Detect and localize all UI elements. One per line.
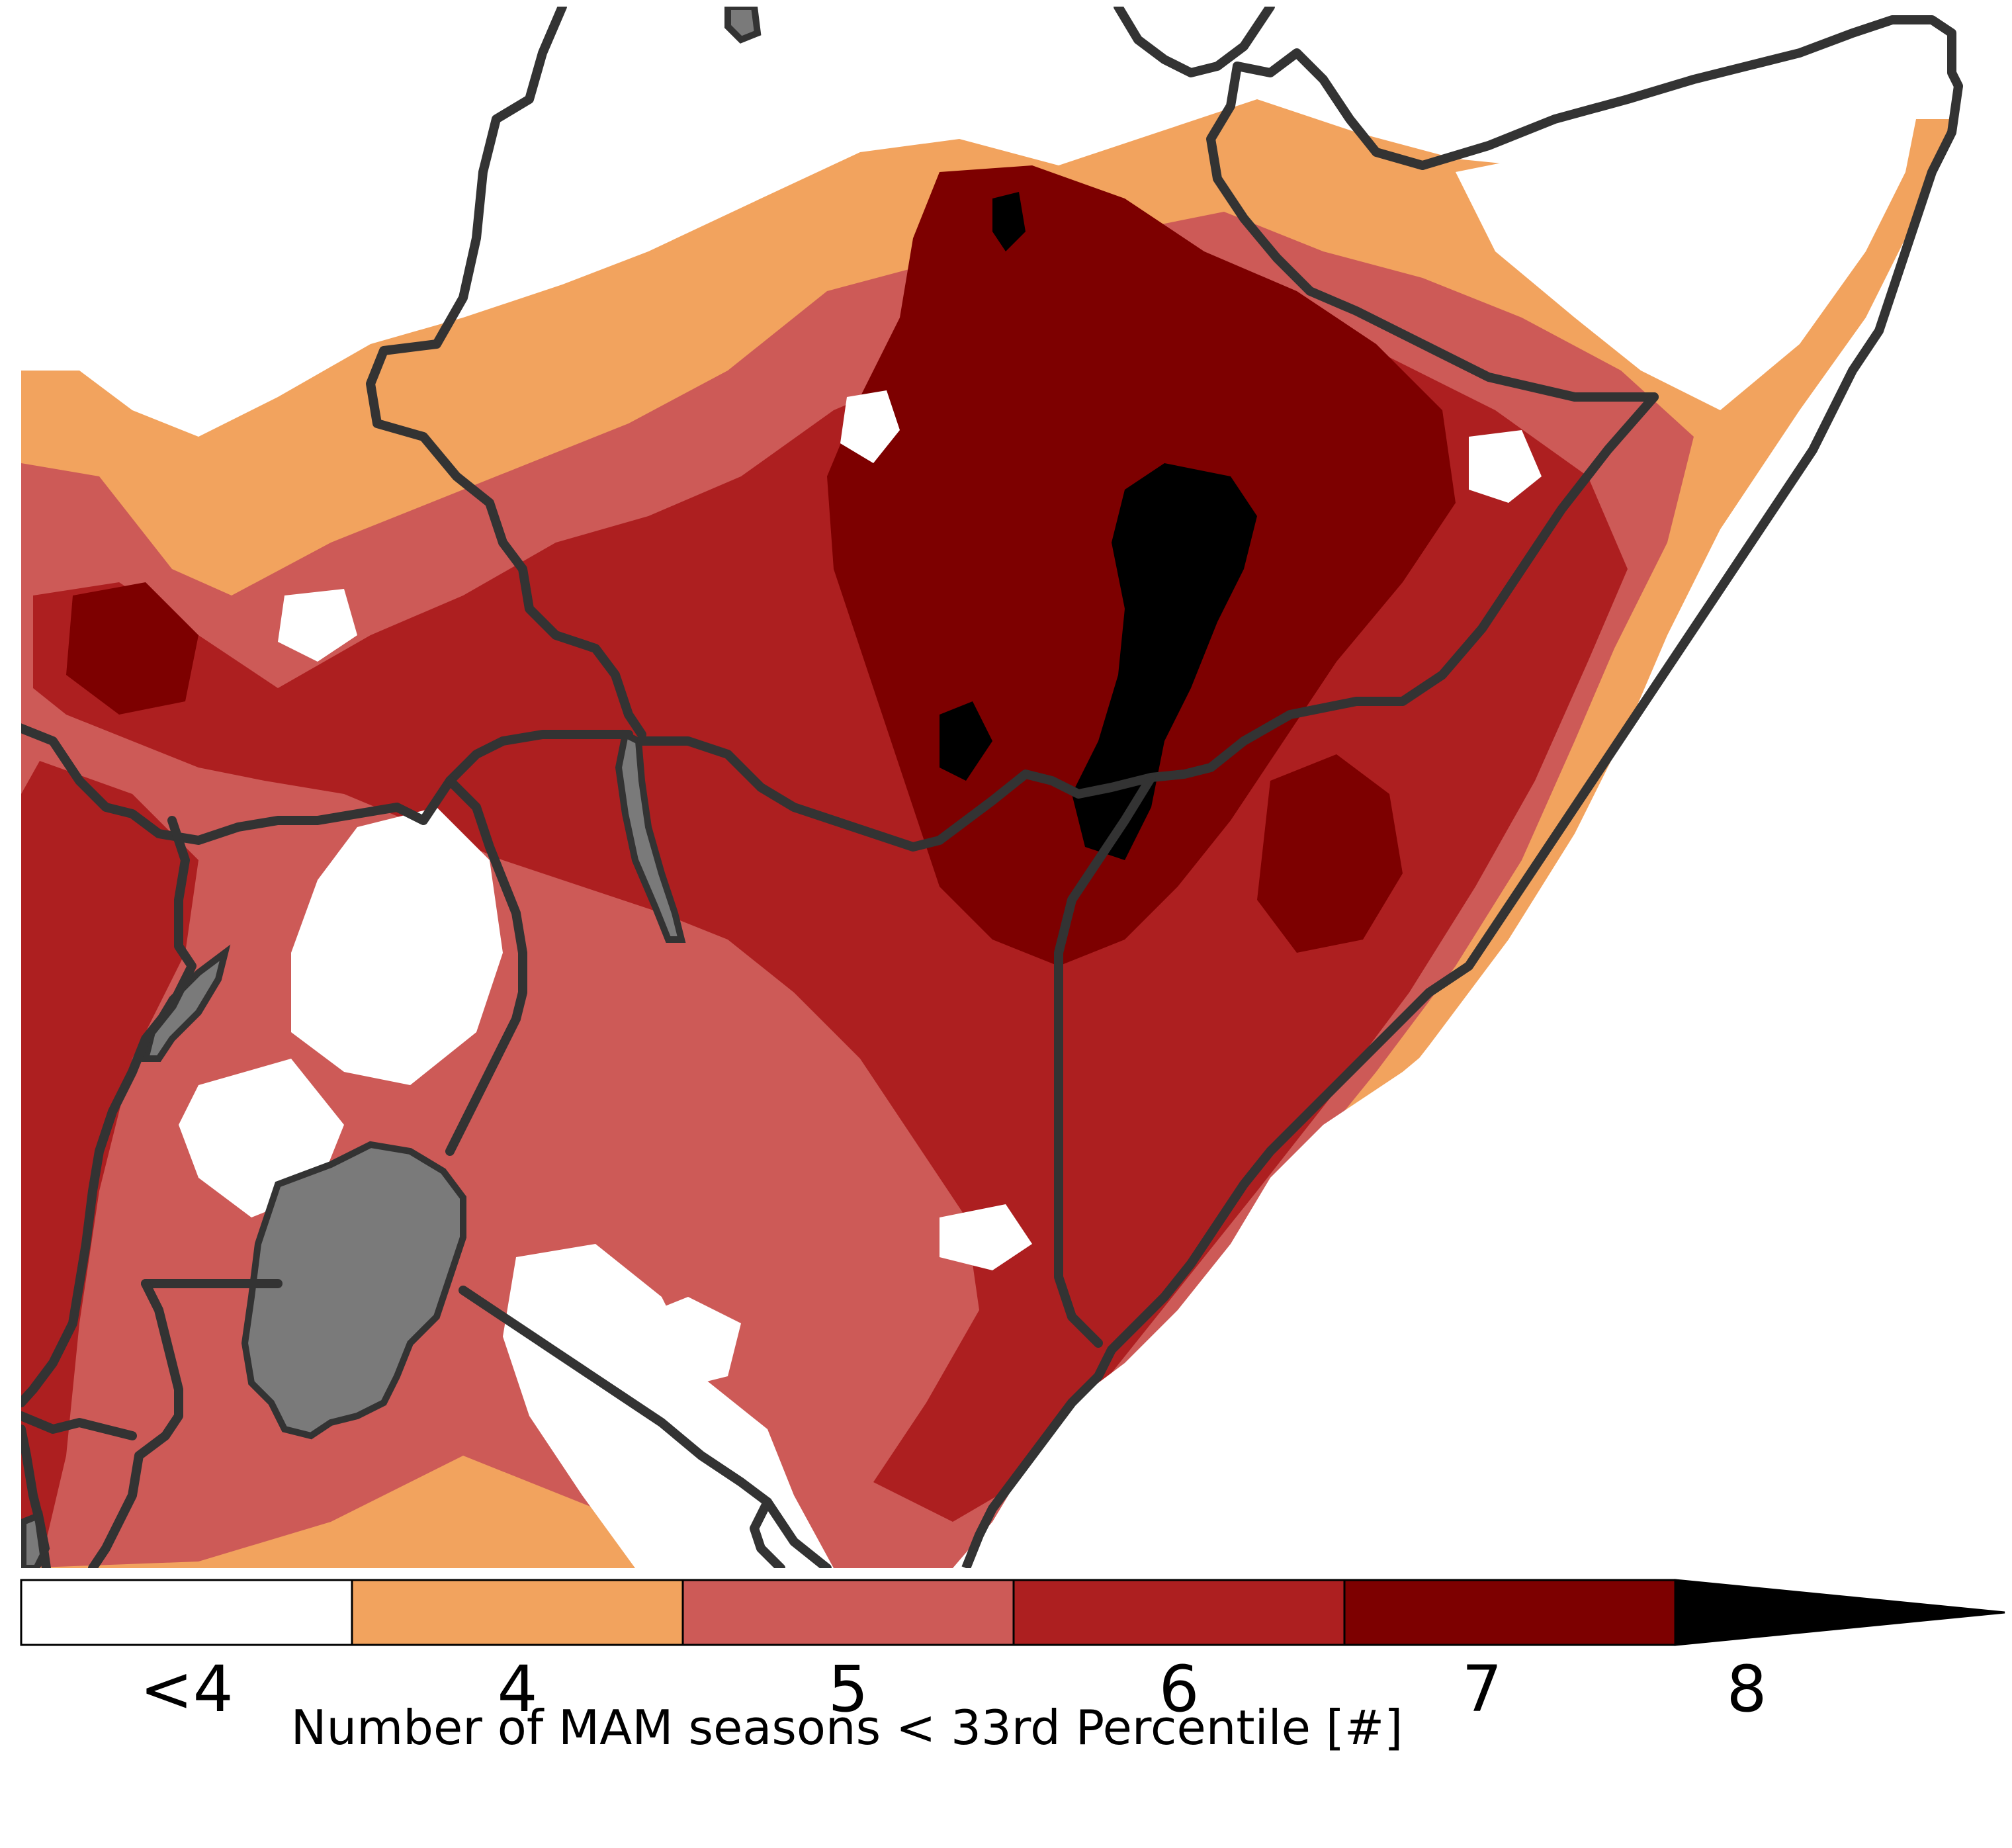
colorbar xyxy=(20,1579,2005,1646)
colorbar-tick-7: 7 xyxy=(1462,1652,1503,1726)
colorbar-tick-5: 5 xyxy=(828,1652,869,1726)
lake-turkana xyxy=(615,729,686,943)
class-7-east xyxy=(1257,754,1403,953)
class-lt4-nw xyxy=(21,7,344,331)
colorbar-swatch-6 xyxy=(1012,1579,1346,1646)
coastline xyxy=(961,85,1963,1568)
class-lt4-small-4 xyxy=(940,1204,1032,1270)
class-lt4-kenya-mid xyxy=(622,1297,741,1389)
class-lt4-north xyxy=(344,7,992,318)
border-ethiopia-somalia-somaliland xyxy=(1233,15,1963,170)
class-lt4-small-3 xyxy=(278,589,357,662)
class-lt4-small-2 xyxy=(1469,430,1542,503)
class-8-zone xyxy=(1072,463,1257,860)
border-djibouti xyxy=(1206,62,1659,402)
colorbar-swatch-4 xyxy=(351,1579,684,1646)
colorbar-title: Number of MAM seasons < 33rd Percentile … xyxy=(290,1700,1403,1755)
lake-victoria xyxy=(241,1141,466,1440)
colorbar-swatch-7 xyxy=(1343,1579,1677,1646)
border-tanzania-inner xyxy=(750,1497,785,1568)
border-rwanda-inner xyxy=(21,1411,137,1440)
border-drc-uganda xyxy=(21,816,197,1407)
border-kenya-tanzania xyxy=(459,1286,832,1568)
country-borders xyxy=(21,7,1963,1568)
class-8-patch-a xyxy=(940,701,992,781)
border-rwanda-burundi xyxy=(88,1279,183,1568)
lake-tana xyxy=(724,7,762,44)
colorbar-tick-4: 4 xyxy=(497,1652,538,1726)
border-southsudan-uganda-kenya xyxy=(21,723,633,845)
colorbar-extend-arrow-8 xyxy=(1674,1579,2005,1646)
colorbar-swatch-5 xyxy=(681,1579,1015,1646)
colorbar-tick-lt4: <4 xyxy=(140,1652,234,1726)
border-ethiopia-somalia-east xyxy=(1147,392,1659,782)
border-eritrea-ethiopia xyxy=(1114,7,1275,77)
border-ethiopia-kenya xyxy=(637,736,1156,852)
border-kenya-somalia xyxy=(1054,773,1156,1348)
indian-ocean xyxy=(953,79,2006,1568)
class-8-patch-b xyxy=(992,192,1026,251)
class-6-west xyxy=(21,761,198,1568)
colorbar-swatch-lt4 xyxy=(20,1579,353,1646)
class-lt4-small-1 xyxy=(840,390,900,463)
class-lt4-northeast xyxy=(1456,106,1919,410)
border-sudan-southsudan-ethiopia xyxy=(366,7,646,739)
class-lt4-uganda xyxy=(291,807,503,1085)
border-uganda-kenya xyxy=(445,776,527,1156)
class-7-sw xyxy=(66,582,198,715)
colorbar-tick-6: 6 xyxy=(1159,1652,1200,1726)
border-burundi-west xyxy=(21,1425,51,1568)
colorbar-tick-8: 8 xyxy=(1726,1652,1767,1726)
